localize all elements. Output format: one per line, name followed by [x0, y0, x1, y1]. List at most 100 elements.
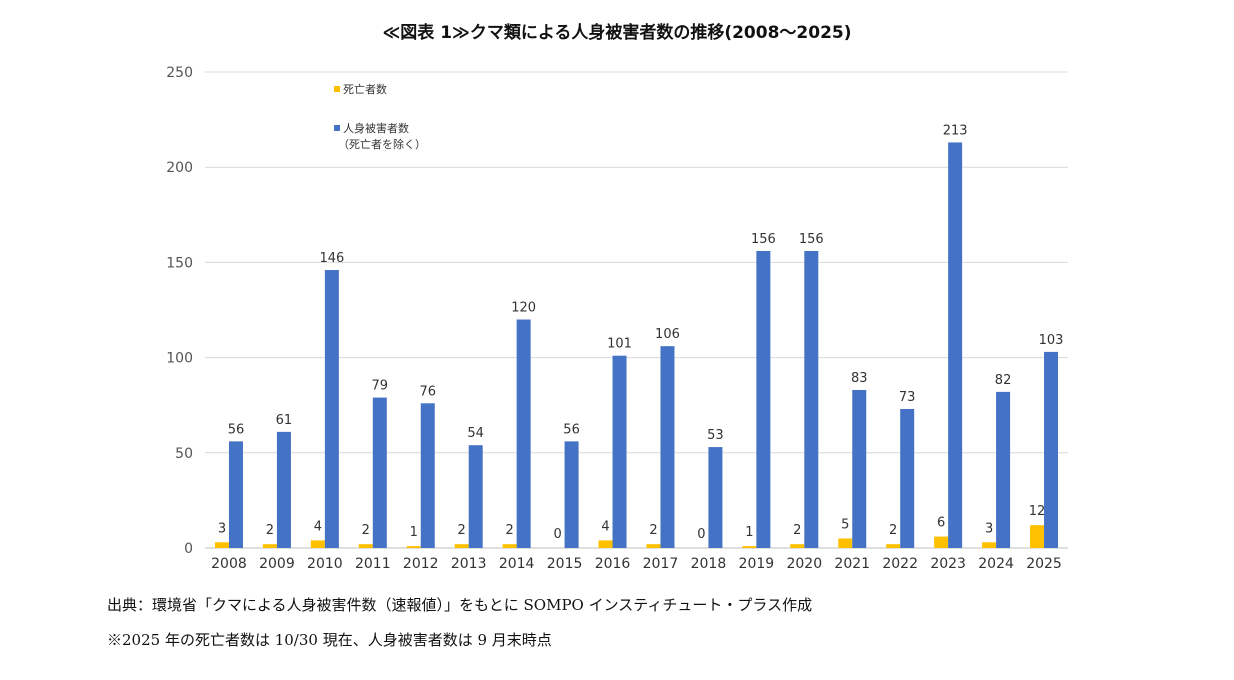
legend-swatch-injuries [334, 125, 340, 131]
data-label-injuries: 56 [563, 422, 580, 437]
data-labels: 3562614146279176254212005641012106053115… [218, 123, 1064, 542]
bar-deaths [598, 540, 613, 548]
data-label-injuries: 53 [707, 428, 724, 443]
x-tick-label: 2019 [739, 556, 775, 572]
y-tick-label: 100 [166, 351, 193, 367]
bar-deaths [934, 536, 949, 548]
bar-injuries [516, 319, 531, 548]
data-label-deaths: 2 [362, 523, 370, 538]
data-label-deaths: 4 [314, 519, 322, 534]
x-tick-label: 2014 [499, 556, 535, 572]
x-tick-label: 2016 [595, 556, 631, 572]
data-label-deaths: 12 [1029, 504, 1046, 519]
bar-injuries [276, 431, 291, 548]
x-tick-label: 2017 [643, 556, 679, 572]
data-label-injuries: 73 [899, 390, 916, 405]
x-tick-label: 2010 [307, 556, 343, 572]
bar-injuries [612, 355, 627, 548]
data-label-injuries: 76 [419, 384, 436, 399]
bar-injuries [372, 397, 387, 548]
x-tick-label: 2009 [259, 556, 295, 572]
data-label-injuries: 106 [655, 327, 680, 342]
data-label-injuries: 101 [607, 337, 632, 352]
legend-label-deaths: 死亡者数 [343, 82, 387, 96]
bar-injuries [852, 389, 867, 548]
bar-injuries [804, 250, 819, 548]
data-label-deaths: 2 [458, 523, 466, 538]
bar-injuries [324, 270, 339, 548]
bar-injuries [564, 441, 579, 548]
gridlines [205, 71, 1068, 549]
bar-deaths [1030, 525, 1045, 548]
data-label-injuries: 56 [228, 422, 245, 437]
data-label-deaths: 3 [218, 521, 226, 536]
x-tick-label: 2025 [1026, 556, 1062, 572]
bar-deaths [454, 544, 469, 548]
x-tick-label: 2020 [786, 556, 822, 572]
data-label-deaths: 3 [985, 521, 993, 536]
data-label-deaths: 0 [553, 527, 561, 542]
bar-deaths [406, 546, 421, 548]
source-note: 出典：環境省「クマによる人身被害件数（速報値）」をもとに SOMPO インスティ… [107, 596, 813, 614]
footnote: ※2025 年の死亡者数は 10/30 現在、人身被害者数は 9 月末時点 [107, 631, 552, 649]
x-tick-label: 2011 [355, 556, 391, 572]
x-tick-label: 2008 [211, 556, 247, 572]
bar-injuries [900, 409, 915, 548]
bar-injuries [996, 391, 1011, 548]
bar-injuries [756, 250, 771, 548]
data-label-deaths: 6 [937, 516, 945, 531]
chart-title: ≪図表 1≫クマ類による人身被害者数の推移(2008～2025) [382, 23, 852, 43]
data-label-deaths: 4 [601, 519, 609, 534]
bar-injuries [420, 403, 435, 548]
data-label-injuries: 61 [276, 413, 293, 428]
x-tick-label: 2022 [882, 556, 918, 572]
x-tick-label: 2018 [691, 556, 727, 572]
x-tick-label: 2012 [403, 556, 439, 572]
bar-deaths [358, 544, 373, 548]
bar-deaths [310, 540, 325, 548]
legend-label-injuries-sub: （死亡者を除く） [338, 137, 426, 151]
data-label-deaths: 2 [266, 523, 274, 538]
bars [214, 142, 1059, 548]
bar-injuries [948, 142, 963, 548]
data-label-injuries: 120 [511, 301, 536, 316]
y-tick-label: 200 [166, 160, 193, 176]
bar-deaths [838, 538, 853, 548]
bar-deaths [262, 544, 277, 548]
legend-label-injuries: 人身被害者数 [343, 121, 409, 135]
y-tick-label: 50 [175, 446, 193, 462]
data-label-injuries: 83 [851, 371, 868, 386]
bar-deaths [502, 544, 517, 548]
x-tick-label: 2013 [451, 556, 487, 572]
y-tick-label: 250 [166, 65, 193, 81]
data-label-deaths: 0 [697, 527, 705, 542]
data-label-deaths: 1 [745, 525, 753, 540]
data-label-injuries: 156 [751, 232, 776, 247]
data-label-injuries: 79 [372, 379, 389, 394]
data-label-deaths: 2 [505, 523, 513, 538]
data-label-deaths: 1 [410, 525, 418, 540]
x-axis-ticks: 2008 2009 2010 2011 2012 2013 2014 2015 2016 2017… [211, 556, 1062, 572]
bar-deaths [886, 544, 901, 548]
data-label-injuries: 103 [1039, 333, 1064, 348]
data-label-deaths: 2 [793, 523, 801, 538]
bar-deaths [982, 542, 997, 548]
data-label-injuries: 213 [943, 123, 968, 138]
data-label-deaths: 5 [841, 517, 849, 532]
bar-injuries [1044, 351, 1059, 548]
data-label-injuries: 54 [467, 426, 484, 441]
data-label-deaths: 2 [649, 523, 657, 538]
y-tick-label: 0 [184, 541, 193, 557]
x-tick-label: 2023 [930, 556, 966, 572]
bar-deaths [646, 544, 661, 548]
x-tick-label: 2024 [978, 556, 1014, 572]
bar-injuries [660, 346, 675, 548]
bar-deaths [790, 544, 805, 548]
y-tick-label: 150 [166, 255, 193, 271]
bar-deaths [742, 546, 757, 548]
x-tick-label: 2021 [834, 556, 870, 572]
bar-injuries [228, 441, 243, 548]
y-axis-ticks: 0 50 100 150 200 250 [166, 65, 193, 557]
